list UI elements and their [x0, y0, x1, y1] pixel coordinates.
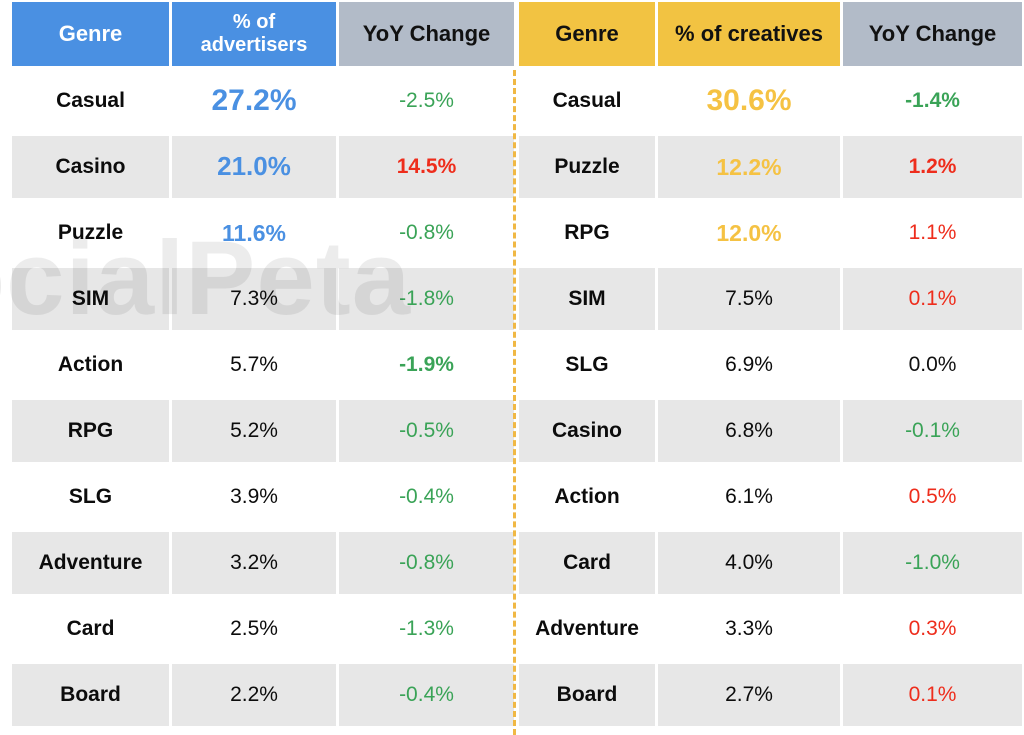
yoy-cell: 0.0%	[908, 352, 957, 376]
genre-cell: Card	[519, 532, 655, 594]
genre-cell: Adventure	[12, 532, 169, 594]
pct-cell: 27.2%	[211, 83, 297, 117]
column-header--of-creatives: % of creatives	[658, 2, 840, 66]
genre-cell: SIM	[519, 268, 655, 330]
pct-cell: 3.3%	[725, 616, 773, 640]
pct-cell: 12.2%	[658, 136, 840, 198]
genre-cell: SLG	[565, 352, 609, 376]
yoy-cell: 1.2%	[843, 136, 1022, 198]
pct-cell: 12.0%	[716, 219, 782, 246]
genre-cell: Casual	[56, 88, 125, 112]
yoy-cell: -0.4%	[339, 664, 514, 726]
column-header-genre: Genre	[12, 2, 169, 66]
yoy-cell: -2.5%	[399, 88, 454, 112]
yoy-cell: 0.3%	[908, 616, 957, 640]
pct-cell: 11.6%	[222, 219, 286, 246]
advertisers-table: Genre% of advertisers YoY Change Casual 27.…	[12, 2, 514, 726]
yoy-cell: -0.8%	[399, 220, 454, 244]
genre-cell: Casino	[12, 136, 169, 198]
pct-cell: 7.5%	[658, 268, 840, 330]
creatives-table: Genre% of creatives YoY Change Casual 30.6%…	[519, 2, 1022, 726]
yoy-cell: 1.1%	[908, 220, 957, 244]
yoy-cell: -0.1%	[843, 400, 1022, 462]
genre-cell: Puzzle	[519, 136, 655, 198]
pct-cell: 5.2%	[172, 400, 336, 462]
genre-cell: RPG	[12, 400, 169, 462]
pct-cell: 21.0%	[172, 136, 336, 198]
genre-cell: Casino	[519, 400, 655, 462]
column-header-yoy-change: YoY Change	[339, 2, 514, 66]
genre-cell: Action	[554, 484, 620, 508]
pct-cell: 3.2%	[172, 532, 336, 594]
genre-cell: Casual	[552, 88, 622, 112]
pct-cell: 30.6%	[706, 83, 792, 117]
yoy-cell: -0.8%	[339, 532, 514, 594]
pct-cell: 2.7%	[658, 664, 840, 726]
genre-cell: Card	[66, 616, 115, 640]
pct-cell: 7.3%	[172, 268, 336, 330]
genre-cell: Adventure	[535, 616, 639, 640]
pct-cell: 2.5%	[230, 616, 278, 640]
yoy-cell: -1.4%	[905, 88, 960, 112]
pct-cell: 3.9%	[230, 484, 278, 508]
pct-cell: 6.8%	[658, 400, 840, 462]
yoy-cell: 0.5%	[908, 484, 957, 508]
pct-cell: 6.9%	[725, 352, 773, 376]
genre-cell: Board	[12, 664, 169, 726]
yoy-cell: -1.8%	[339, 268, 514, 330]
genre-cell: Board	[519, 664, 655, 726]
pct-cell: 2.2%	[172, 664, 336, 726]
genre-cell: SLG	[68, 484, 113, 508]
yoy-cell: -0.4%	[399, 484, 454, 508]
pct-cell: 5.7%	[230, 352, 278, 376]
genre-cell: Action	[57, 352, 124, 376]
genre-cell: Puzzle	[57, 220, 124, 244]
genre-cell: RPG	[564, 220, 610, 244]
yoy-cell: 14.5%	[339, 136, 514, 198]
column-header-yoy-change: YoY Change	[843, 2, 1022, 66]
genre-cell: SIM	[12, 268, 169, 330]
column-header-genre: Genre	[519, 2, 655, 66]
yoy-cell: -1.0%	[843, 532, 1022, 594]
yoy-cell: -1.3%	[399, 616, 454, 640]
pct-cell: 4.0%	[658, 532, 840, 594]
yoy-cell: -1.9%	[399, 352, 454, 376]
yoy-cell: -0.5%	[339, 400, 514, 462]
yoy-cell: 0.1%	[843, 664, 1022, 726]
pct-cell: 6.1%	[725, 484, 773, 508]
yoy-cell: 0.1%	[843, 268, 1022, 330]
column-header--of-advertisers: % of advertisers	[172, 2, 336, 66]
dashed-divider	[513, 70, 516, 735]
